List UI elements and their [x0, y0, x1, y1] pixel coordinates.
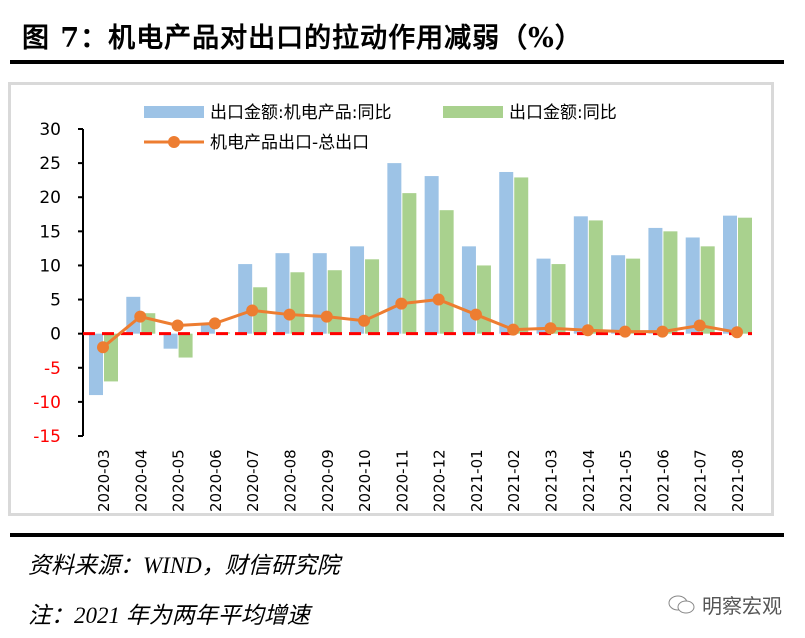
bar-electromech-2020-06 [200, 324, 215, 334]
x-axis: 2020-03 2020-04 2020-05 2020-06 2020-07 2020-… [95, 449, 747, 512]
y-tick-label: 10 [39, 256, 61, 276]
line-path [102, 298, 738, 349]
bar-total-2021-06 [663, 231, 678, 334]
line-point-2021-04 [581, 324, 594, 337]
bar-electromech-2021-01 [461, 246, 476, 334]
legend-label-blue: 出口金额:机电产品:同比 [210, 103, 391, 123]
bar-total-2020-12 [439, 210, 454, 334]
bar-total-2021-08 [738, 217, 752, 334]
x-tick-label: 2020-06 [207, 449, 225, 512]
bar-electromech-2020-05 [163, 333, 178, 349]
bar-electromech-2021-08 [723, 215, 737, 334]
bar-total-2021-04 [588, 220, 603, 334]
y-tick-label: 0 [50, 325, 61, 345]
x-tick-label: 2020-05 [170, 449, 188, 512]
x-tick-label: 2021-08 [729, 449, 747, 512]
bar-total-2021-03 [551, 264, 566, 334]
bar-electromech-2021-02 [499, 171, 514, 334]
line-point-2020-06 [208, 317, 221, 330]
line-point-2021-02 [507, 323, 520, 336]
bar-electromech-2020-12 [424, 176, 439, 334]
y-tick-label: 20 [39, 188, 61, 208]
bar-electromech-2020-10 [350, 246, 365, 334]
x-tick-label: 2020-12 [431, 449, 449, 512]
x-tick-label: 2021-02 [505, 449, 523, 512]
line-point-2020-05 [171, 319, 184, 332]
line-point-2021-01 [469, 308, 482, 321]
line-point-2020-09 [320, 310, 333, 323]
source-note: 资料来源：WIND，财信研究院 [28, 553, 340, 578]
y-tick-label: -5 [44, 359, 61, 379]
bar-electromech-2020-08 [275, 253, 290, 334]
line-point-2020-07 [246, 304, 259, 317]
watermark-text: 明察宏观 [702, 594, 782, 618]
legend-label-green: 出口金额:同比 [509, 103, 617, 123]
bar-electromech-2021-04 [573, 216, 588, 334]
bar-total-2020-08 [290, 272, 305, 334]
x-tick-label: 2021-07 [692, 449, 710, 512]
bar-total-2021-01 [476, 265, 491, 334]
line-point-2020-10 [358, 314, 371, 327]
bar-electromech-2020-11 [387, 163, 402, 334]
line-point-2020-11 [395, 297, 408, 310]
line-series [97, 293, 743, 354]
y-tick-label: 25 [39, 154, 61, 174]
legend-swatch-blue [144, 106, 204, 118]
legend-swatch-green [443, 106, 503, 118]
line-point-2020-12 [432, 293, 445, 306]
line-point-2021-03 [544, 322, 557, 335]
bar-total-2021-05 [626, 258, 641, 334]
x-tick-label: 2021-01 [468, 449, 486, 512]
bottom-rule [10, 533, 784, 537]
legend-label-orange: 机电产品出口-总出口 [210, 133, 369, 153]
x-tick-label: 2020-09 [319, 449, 337, 512]
bar-total-2020-11 [402, 193, 417, 334]
legend: 出口金额:机电产品:同比 出口金额:同比 机电产品出口-总出口 [144, 103, 617, 153]
y-tick-label: 5 [50, 291, 61, 311]
bar-total-2020-05 [178, 333, 193, 358]
bar-electromech-2021-03 [536, 258, 551, 334]
x-tick-label: 2021-03 [543, 449, 561, 512]
x-tick-label: 2020-07 [244, 449, 262, 512]
line-point-2020-08 [283, 308, 296, 321]
bars [89, 163, 752, 396]
x-tick-label: 2021-04 [580, 449, 598, 512]
bar-total-2021-07 [700, 246, 715, 334]
line-point-2021-06 [656, 325, 669, 338]
x-tick-label: 2021-05 [617, 449, 635, 512]
line-point-2021-07 [693, 319, 706, 332]
y-tick-label: -10 [33, 393, 61, 413]
legend-marker-orange [168, 136, 180, 148]
line-point-2020-04 [134, 310, 147, 323]
x-tick-label: 2020-03 [95, 449, 113, 512]
bar-electromech-2020-07 [238, 264, 253, 334]
line-point-2021-08 [731, 326, 743, 339]
bar-total-2020-09 [327, 270, 342, 334]
line-point-2020-03 [97, 341, 109, 354]
bar-total-2021-02 [514, 177, 529, 334]
bar-electromech-2021-05 [611, 255, 626, 334]
footnote: 注：2021 年为两年平均增速 [28, 603, 310, 628]
top-rule [10, 60, 784, 64]
line-point-2021-05 [619, 325, 632, 338]
x-tick-label: 2020-08 [281, 449, 299, 512]
bar-electromech-2021-06 [648, 227, 663, 334]
y-tick-label: 15 [39, 222, 61, 242]
watermark: 明察宏观 [668, 590, 782, 619]
x-tick-label: 2020-10 [356, 449, 374, 512]
wechat-icon [668, 595, 695, 613]
x-tick-label: 2021-06 [654, 449, 672, 512]
x-tick-label: 2020-04 [132, 449, 150, 512]
y-tick-label: 30 [39, 120, 61, 140]
y-axis: 30 25 20 15 10 5 0 -5 -10 -15 [33, 120, 84, 447]
y-tick-label: -15 [33, 427, 61, 447]
figure-title: 图 7：机电产品对出口的拉动作用减弱（%） [22, 23, 583, 54]
bar-electromech-2021-07 [685, 237, 700, 334]
x-tick-label: 2020-11 [393, 449, 411, 512]
